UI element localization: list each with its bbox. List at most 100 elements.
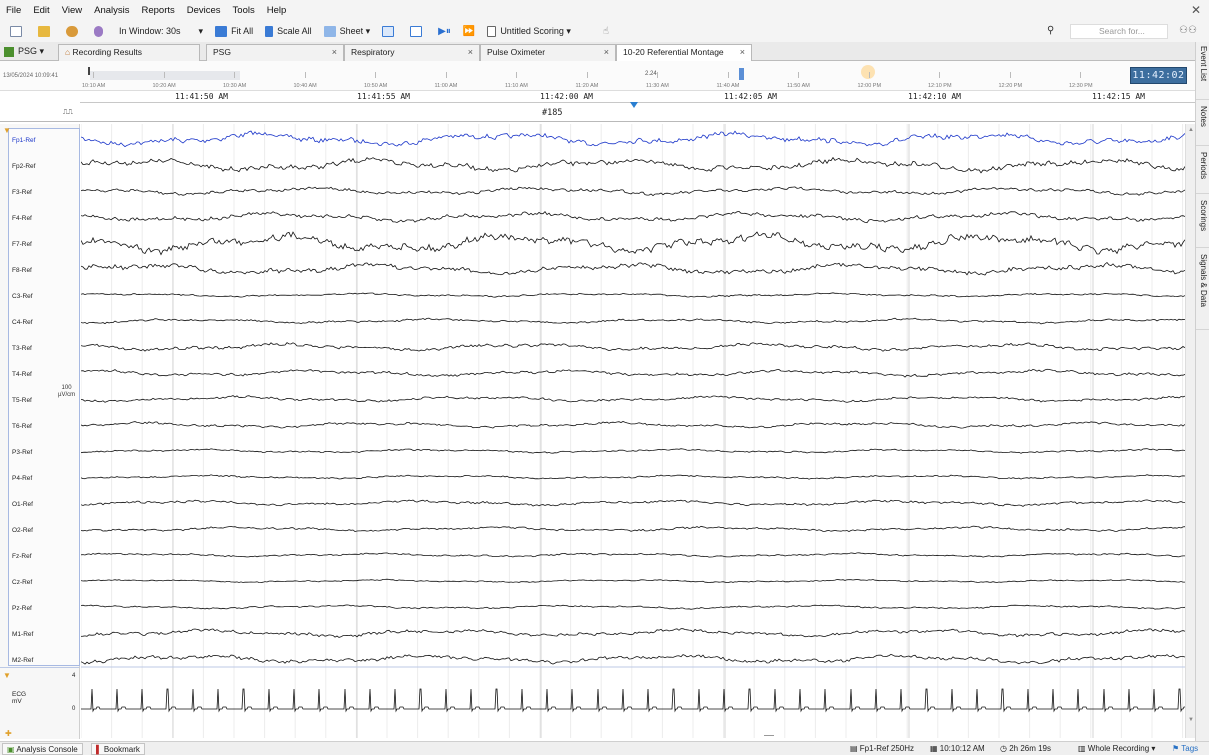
channel-label[interactable]: F7-Ref [12,241,32,248]
menu-view[interactable]: View [61,4,83,16]
channel-label[interactable]: T5-Ref [12,397,32,404]
channel-label[interactable]: M1-Ref [12,631,34,638]
channel-label[interactable]: F3-Ref [12,189,32,196]
time-label: 11:42:10 AM [908,92,961,101]
dock-notes[interactable]: Notes [1196,102,1209,146]
menu-file[interactable]: File [6,4,22,16]
tab-10-20-referential-montage[interactable]: 10-20 Referential Montage × [616,44,752,61]
calendar-icon: ▦ [930,744,940,753]
user-group-icon[interactable]: ⚇⚇ [1179,25,1197,36]
vertical-scrollbar[interactable]: ▲ ▼ [1185,124,1195,738]
tab-recording-results[interactable]: ⌂ Recording Results [58,44,200,61]
channel-label[interactable]: M2-Ref [12,657,34,664]
eeg-trace-p3-ref [81,448,1185,454]
close-tab-icon[interactable]: × [603,47,609,57]
channel-rate-status: ▤ Fp1-Ref 250Hz [850,744,915,753]
tab-psg[interactable]: PSG × [206,44,344,61]
layout-single-button[interactable] [382,25,398,37]
window-length-select[interactable]: In Window: 30s ▾ [119,25,204,37]
analysis-console-button[interactable]: ▣ Analysis Console [2,743,83,755]
channel-label[interactable]: Pz-Ref [12,605,32,612]
filter-icon[interactable]: ▼ [3,671,11,680]
overview-tick-label: 12:30 PM [1069,83,1093,89]
scroll-down-icon[interactable]: ▼ [1188,717,1194,723]
eeg-trace-c3-ref [81,292,1185,298]
overview-tick [445,72,447,78]
overview-tick-label: 11:10 AM [505,83,528,89]
eeg-traces [81,124,1185,738]
tags-button[interactable]: ⚑ Tags [1172,744,1199,753]
menu-reports[interactable]: Reports [141,4,175,16]
ecg-channel-label[interactable]: ECG mV [12,691,27,705]
layout-split-button[interactable] [410,25,426,37]
open-folder-button[interactable] [38,25,54,37]
dock-signals-data[interactable]: Signals & Data [1196,250,1209,330]
dock-scorings[interactable]: Scorings [1196,196,1209,248]
channel-label[interactable]: C4-Ref [12,319,33,326]
channel-label[interactable]: C3-Ref [12,293,33,300]
patient-button[interactable] [66,25,82,37]
dock-event-list[interactable]: Event List [1196,42,1209,100]
close-tab-icon[interactable]: × [467,47,473,57]
channel-label[interactable]: P3-Ref [12,449,33,456]
console-icon: ▣ [7,745,17,754]
pane-splitter[interactable] [764,735,774,736]
play-button[interactable]: ▶⏸ [438,26,451,37]
epoch-marker-icon[interactable] [630,102,638,108]
close-icon[interactable]: ✕ [1190,3,1201,17]
new-file-button[interactable] [10,25,26,37]
view-mode-select[interactable]: ▥ Whole Recording ▾ [1078,744,1156,753]
signal-display[interactable] [81,124,1185,738]
tab-pulse-oximeter[interactable]: Pulse Oximeter × [480,44,616,61]
channel-label[interactable]: P4-Ref [12,475,33,482]
sheet-button[interactable]: Sheet ▾ [323,25,370,37]
psg-menu-button[interactable]: PSG ▾ [4,43,44,60]
scale-all-button[interactable]: Scale All [265,25,312,37]
eeg-trace-t4-ref [81,368,1185,378]
overview-tick [1009,72,1011,78]
scroll-up-icon[interactable]: ▲ [1188,127,1194,133]
dock-periods[interactable]: Periods [1196,148,1209,194]
psg-icon [4,46,14,57]
close-tab-icon[interactable]: × [739,47,745,57]
menu-edit[interactable]: Edit [33,4,50,16]
menu-analysis[interactable]: Analysis [94,4,130,16]
hypnogram-icon[interactable]: ⎍⎍ [63,109,73,116]
clock-icon: ◷ [1000,744,1010,753]
filter-icon[interactable]: ▼ [3,126,11,135]
eeg-trace-cz-ref [81,578,1185,584]
fast-forward-button[interactable]: ⏩ [463,26,475,37]
channel-label[interactable]: F4-Ref [12,215,32,222]
channel-label[interactable]: T6-Ref [12,423,32,430]
bookmark-button[interactable]: ▌ Bookmark [91,743,145,755]
close-tab-icon[interactable]: × [331,47,337,57]
fit-all-button[interactable]: Fit All [215,25,253,37]
undo-button[interactable] [94,25,107,37]
pin-icon[interactable]: ✚ [5,729,12,738]
overview-tick-label: 11:40 AM [716,83,740,89]
channel-label[interactable]: T3-Ref [12,345,32,352]
channel-label[interactable]: Fp2-Ref [12,163,36,170]
channel-label[interactable]: Cz-Ref [12,579,33,586]
eeg-trace-t5-ref [81,395,1185,403]
ecg-label-pane: ▼ 4 ECG mV 0 ✚ [0,667,80,739]
overview-position-cursor[interactable] [739,68,744,80]
channel-label[interactable]: Fz-Ref [12,553,32,560]
eeg-trace-f8-ref [81,261,1185,276]
channel-label[interactable]: F8-Ref [12,267,32,274]
overview-start-marker[interactable] [88,67,90,75]
channel-label[interactable]: Fp1-Ref [12,137,36,144]
search-input[interactable]: ⚲ Search for... [1047,24,1168,39]
amplitude-scale: 100 µV/cm [58,385,76,398]
channel-label[interactable]: T4-Ref [12,371,32,378]
scoring-select[interactable]: Untitled Scoring ▾ [487,25,571,37]
channel-label[interactable]: O1-Ref [12,501,33,508]
tab-respiratory[interactable]: Respiratory × [344,44,480,61]
channel-label[interactable]: O2-Ref [12,527,33,534]
menu-help[interactable]: Help [266,4,287,16]
recording-overview[interactable]: 13/05/2024 10:09:41 2.24 11:42:02 10:10 … [0,61,1195,91]
menu-tools[interactable]: Tools [232,4,255,16]
pointer-tool-button[interactable]: ☝ [603,26,609,37]
menu-devices[interactable]: Devices [186,4,221,16]
overview-tick [868,72,870,78]
